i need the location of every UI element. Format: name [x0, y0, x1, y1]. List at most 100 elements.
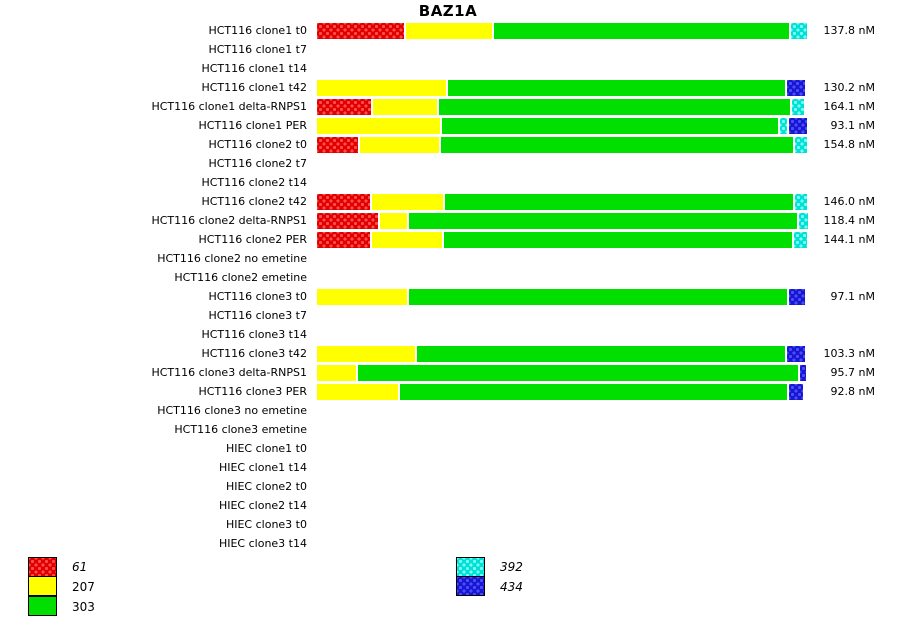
chart-title: BAZ1A: [418, 2, 478, 20]
row-label: HIEC clone2 t0: [225, 480, 307, 493]
bar-segment-392: [794, 136, 808, 153]
chart-row: HCT116 clone2 t7: [0, 154, 875, 173]
legend-swatch-61: [28, 557, 57, 577]
chart-row: HCT116 clone2 t42 146.0 nM: [0, 192, 875, 211]
stacked-bar: [317, 460, 803, 476]
value-label: 92.8 nM: [830, 385, 875, 398]
chart-row: HIEC clone3 t14: [0, 534, 875, 553]
row-label: HCT116 clone2 emetine: [174, 271, 307, 284]
value-label: 137.8 nM: [823, 24, 875, 37]
bar-segment-207: [406, 22, 492, 39]
stacked-bar: [317, 364, 807, 381]
bar-segment-207: [372, 98, 438, 115]
legend-swatch-434: [456, 576, 485, 596]
bar-segment-207: [317, 383, 398, 400]
legend-entry: 61: [28, 557, 95, 577]
stacked-bar: [317, 403, 803, 419]
bar-segment-434: [786, 345, 806, 362]
legend-center: 392 434: [456, 557, 523, 597]
bar-segment-434: [787, 79, 805, 96]
stacked-bar: [317, 22, 807, 39]
value-label: 93.1 nM: [830, 119, 875, 132]
chart-row: HCT116 clone1 t0 137.8 nM: [0, 21, 875, 40]
chart-row: HCT116 clone3 t0 97.1 nM: [0, 287, 875, 306]
stacked-bar: [317, 231, 808, 248]
bar-segment-61: [317, 212, 378, 229]
stacked-bar: [317, 79, 805, 96]
value-label: 130.2 nM: [823, 81, 875, 94]
bar-segment-207: [317, 364, 356, 381]
bar-segment-392: [794, 193, 808, 210]
stacked-bar: [317, 175, 803, 191]
chart-row: HCT116 clone2 no emetine: [0, 249, 875, 268]
value-label: 95.7 nM: [830, 366, 875, 379]
bar-segment-303: [441, 117, 779, 134]
stacked-bar: [317, 98, 805, 115]
chart-row: HCT116 clone2 delta-RNPS1 118.4 nM: [0, 211, 875, 230]
chart-row: HCT116 clone3 no emetine: [0, 401, 875, 420]
bar-segment-303: [399, 383, 787, 400]
chart-row: HCT116 clone3 delta-RNPS1 95.7 nM: [0, 363, 875, 382]
value-label: 97.1 nM: [830, 290, 875, 303]
legend-entry: 207: [28, 576, 95, 597]
bar-segment-303: [445, 193, 793, 210]
chart-row: HCT116 clone3 t14: [0, 325, 875, 344]
bar-segment-303: [439, 98, 791, 115]
row-label: HCT116 clone2 delta-RNPS1: [151, 214, 307, 227]
bar-rows: HCT116 clone1 t0 137.8 nM HCT116 clone1 t7…: [0, 21, 875, 553]
value-label: 118.4 nM: [823, 214, 875, 227]
chart-row: HIEC clone2 t0: [0, 477, 875, 496]
chart-row: HIEC clone2 t14: [0, 496, 875, 515]
bar-segment-434: [800, 364, 807, 381]
legend-swatch-303: [28, 596, 57, 616]
bar-segment-392: [792, 98, 805, 115]
row-label: HCT116 clone2 t42: [201, 195, 307, 208]
bar-segment-61: [317, 22, 405, 39]
legend-label: 303: [72, 600, 95, 614]
bar-segment-434: [788, 288, 806, 305]
stacked-bar: [317, 345, 806, 362]
chart-row: HCT116 clone1 t14: [0, 59, 875, 78]
row-label: HIEC clone1 t0: [225, 442, 307, 455]
chart-row: HCT116 clone2 t0 154.8 nM: [0, 135, 875, 154]
legend-label: 392: [500, 560, 523, 574]
row-label: HCT116 clone3 t7: [208, 309, 307, 322]
bar-segment-61: [317, 231, 371, 248]
bar-segment-392: [791, 22, 807, 39]
stacked-bar: [317, 193, 808, 210]
stacked-bar: [317, 308, 803, 324]
bar-segment-207: [317, 345, 416, 362]
row-label: HCT116 clone1 t7: [208, 43, 307, 56]
bar-segment-207: [372, 231, 443, 248]
value-label: 103.3 nM: [823, 347, 875, 360]
value-label: 164.1 nM: [823, 100, 875, 113]
bar-segment-303: [444, 231, 792, 248]
bar-segment-303: [417, 345, 785, 362]
stacked-bar: [317, 42, 803, 58]
stacked-bar: [317, 517, 803, 533]
row-label: HCT116 clone2 t0: [208, 138, 307, 151]
row-label: HCT116 clone2 t7: [208, 157, 307, 170]
stacked-bar: [317, 536, 803, 552]
row-label: HCT116 clone1 t42: [201, 81, 307, 94]
chart-row: HCT116 clone2 emetine: [0, 268, 875, 287]
chart-row: HCT116 clone2 t14: [0, 173, 875, 192]
row-label: HCT116 clone1 t14: [201, 62, 307, 75]
chart-row: HIEC clone3 t0: [0, 515, 875, 534]
bar-segment-61: [317, 98, 371, 115]
bar-segment-392: [793, 231, 808, 248]
row-label: HCT116 clone3 PER: [198, 385, 307, 398]
chart-row: HCT116 clone1 t7: [0, 40, 875, 59]
stacked-bar: [317, 498, 803, 514]
legend-entry: 434: [456, 576, 523, 597]
bar-segment-303: [447, 79, 786, 96]
row-label: HCT116 clone1 PER: [198, 119, 307, 132]
row-label: HIEC clone1 t14: [218, 461, 307, 474]
bar-segment-207: [317, 79, 446, 96]
legend-left: 61 207 303: [28, 557, 95, 617]
chart-row: HCT116 clone1 t42 130.2 nM: [0, 78, 875, 97]
stacked-bar: [317, 327, 803, 343]
bar-segment-303: [494, 22, 790, 39]
bar-segment-61: [317, 136, 358, 153]
legend-entry: 303: [28, 596, 95, 617]
